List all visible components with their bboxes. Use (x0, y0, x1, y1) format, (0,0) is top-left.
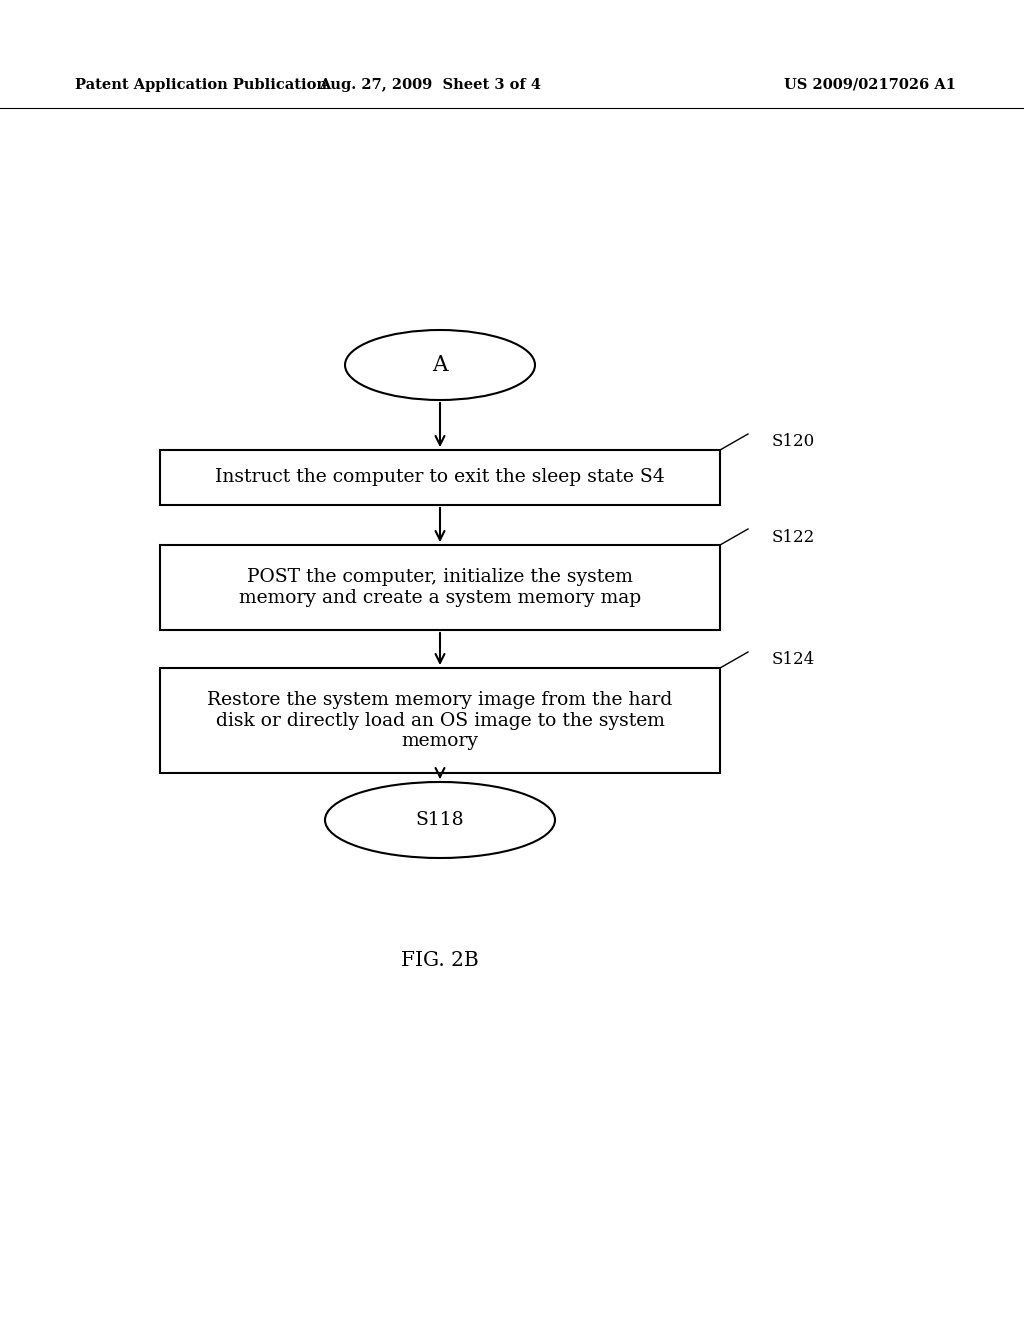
Text: Aug. 27, 2009  Sheet 3 of 4: Aug. 27, 2009 Sheet 3 of 4 (319, 78, 541, 92)
Bar (160, 450, 720, 506)
Bar (160, 545, 720, 630)
Text: Patent Application Publication: Patent Application Publication (75, 78, 327, 92)
Text: A: A (432, 354, 447, 376)
Text: Restore the system memory image from the hard
disk or directly load an OS image : Restore the system memory image from the… (208, 690, 673, 750)
Text: POST the computer, initialize the system
memory and create a system memory map: POST the computer, initialize the system… (239, 568, 641, 607)
Text: FIG. 2B: FIG. 2B (401, 950, 479, 969)
Text: US 2009/0217026 A1: US 2009/0217026 A1 (784, 78, 956, 92)
Text: S118: S118 (416, 810, 464, 829)
Text: S120: S120 (772, 433, 815, 450)
Text: Instruct the computer to exit the sleep state S4: Instruct the computer to exit the sleep … (215, 469, 665, 487)
Text: S124: S124 (772, 652, 815, 668)
Text: S122: S122 (772, 528, 815, 545)
Bar (160, 668, 720, 774)
